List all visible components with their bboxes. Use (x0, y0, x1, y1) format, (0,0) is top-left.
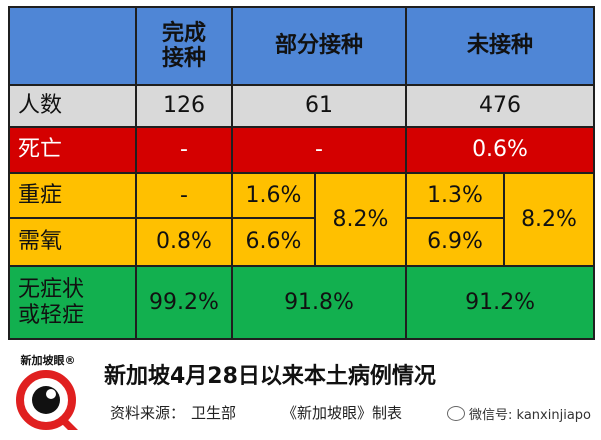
oxygen-none: 6.9% (405, 217, 506, 267)
count-partial: 61 (230, 84, 408, 128)
logo-text: 新加坡眼® (20, 354, 76, 367)
row-oxygen: 需氧 0.8% 6.6% 6.9% (8, 217, 594, 267)
row-label-oxygen: 需氧 (8, 217, 137, 267)
header-row: 完成 接种 部分接种 未接种 (8, 6, 596, 86)
death-none: 0.6% (405, 126, 596, 174)
count-full: 126 (135, 84, 233, 128)
source-value: 卫生部 (191, 404, 237, 422)
source-label: 资料来源： (110, 404, 186, 422)
severe-oxygen-partial-total: 8.2% (313, 172, 408, 267)
stats-table: 完成 接种 部分接种 未接种 人数 126 61 476 死亡 - - 0.6%… (8, 6, 596, 340)
logo: 新加坡眼® (6, 350, 90, 434)
header-partially-vaccinated: 部分接种 (230, 6, 408, 86)
severe-partial: 1.6% (231, 172, 316, 219)
publication-label: 《新加坡眼》制表 (282, 404, 403, 422)
header-blank-cell (8, 6, 137, 86)
asym-partial: 91.8% (230, 265, 408, 340)
header-fully-vaccinated: 完成 接种 (135, 6, 233, 86)
source-line: 资料来源： 卫生部 《新加坡眼》制表 (110, 402, 408, 423)
footer-title: 新加坡4月28日以来本土病例情况 (104, 364, 436, 389)
footer: 新加坡眼® 新加坡4月28日以来本土病例情况 资料来源： 卫生部 《新加坡眼》制表 … (0, 344, 601, 440)
wechat-text: 微信号: kanxinjiapo (469, 408, 591, 423)
wechat-icon (447, 406, 466, 421)
oxygen-full: 0.8% (135, 217, 233, 267)
severe-full: - (135, 172, 233, 219)
logo-eye-icon (16, 370, 78, 430)
row-label-asymptomatic: 无症状 或轻症 (8, 265, 137, 340)
asym-none: 91.2% (405, 265, 596, 340)
row-severe: 重症 - 1.6% 8.2% 1.3% 8.2% (8, 172, 596, 267)
severe-oxygen-none-total: 8.2% (503, 172, 596, 267)
header-unvaccinated: 未接种 (405, 6, 596, 86)
asym-full: 99.2% (135, 265, 233, 340)
death-full: - (135, 126, 233, 174)
row-label-count: 人数 (8, 84, 137, 128)
row-count: 人数 126 61 476 (8, 84, 596, 128)
row-asymptomatic: 无症状 或轻症 99.2% 91.8% 91.2% (8, 265, 596, 340)
row-label-severe: 重症 (8, 172, 137, 219)
death-partial: - (230, 126, 408, 174)
count-none: 476 (405, 84, 596, 128)
oxygen-partial: 6.6% (231, 217, 316, 267)
row-label-death: 死亡 (8, 126, 137, 174)
wechat-id: 微信号: kanxinjiapo (447, 404, 591, 423)
severe-none: 1.3% (405, 172, 506, 219)
row-death: 死亡 - - 0.6% (8, 126, 596, 174)
